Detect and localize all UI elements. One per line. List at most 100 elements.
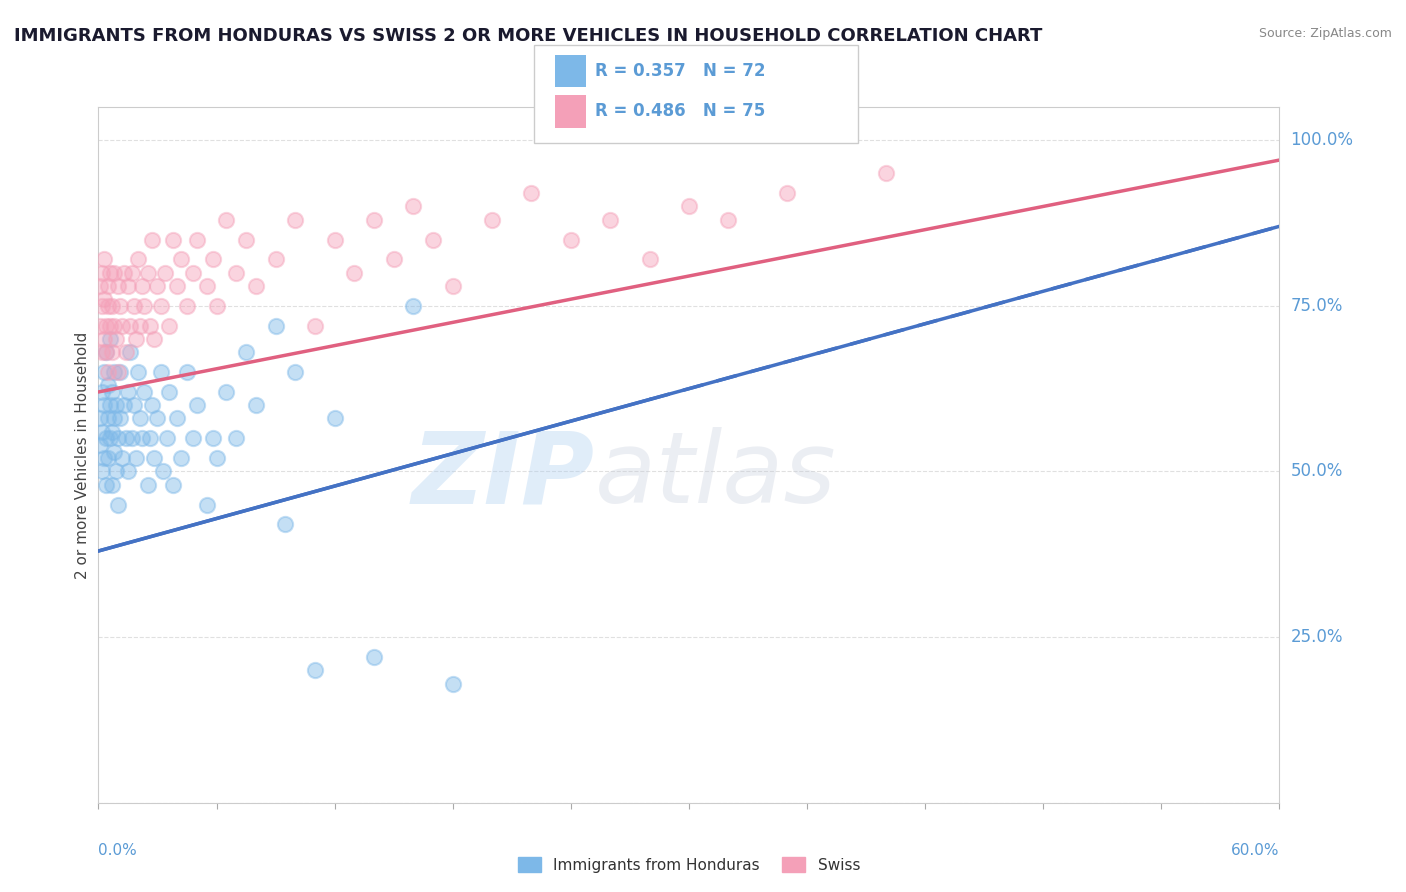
Point (89, 411, 111, 425)
Point (245, 398, 267, 412)
Point (105, 332, 128, 346)
Text: IMMIGRANTS FROM HONDURAS VS SWISS 2 OR MORE VEHICLES IN HOUSEHOLD CORRELATION CH: IMMIGRANTS FROM HONDURAS VS SWISS 2 OR M… (14, 27, 1042, 45)
Point (146, 279, 169, 293)
Point (101, 477, 124, 491)
Point (152, 465, 174, 479)
Point (93, 332, 115, 346)
Point (138, 318, 160, 333)
Point (112, 266, 135, 280)
Point (112, 398, 135, 412)
Point (98, 266, 121, 280)
Point (195, 279, 218, 293)
Point (128, 411, 150, 425)
Point (141, 398, 163, 412)
Point (131, 279, 153, 293)
Point (441, 279, 464, 293)
Point (156, 431, 179, 445)
Point (157, 384, 180, 399)
Point (97, 365, 120, 379)
Point (136, 266, 159, 280)
Point (98, 318, 121, 333)
Point (103, 365, 125, 379)
Point (142, 332, 165, 346)
Text: 75.0%: 75.0% (1291, 297, 1343, 315)
Point (166, 279, 188, 293)
Point (264, 318, 287, 333)
Text: R = 0.357   N = 72: R = 0.357 N = 72 (595, 62, 765, 80)
Point (215, 212, 238, 227)
Point (107, 279, 129, 293)
Point (131, 431, 153, 445)
Text: 60.0%: 60.0% (1232, 843, 1279, 858)
Point (138, 431, 160, 445)
Point (97, 411, 120, 425)
Point (93, 398, 115, 412)
Point (363, 212, 385, 227)
Point (93, 365, 115, 379)
Point (181, 431, 204, 445)
Point (205, 299, 228, 313)
Point (132, 384, 155, 399)
Point (107, 498, 129, 512)
Point (201, 252, 224, 267)
Point (115, 345, 138, 359)
Point (402, 299, 425, 313)
Point (142, 451, 165, 466)
Point (101, 384, 124, 399)
Point (323, 411, 346, 425)
Point (91, 299, 114, 313)
Point (132, 299, 155, 313)
Point (215, 384, 238, 399)
Point (128, 318, 150, 333)
Point (96, 345, 118, 359)
Point (235, 345, 257, 359)
Text: 0.0%: 0.0% (98, 843, 138, 858)
Point (127, 365, 149, 379)
Point (284, 365, 307, 379)
Point (304, 318, 326, 333)
Point (91, 425, 114, 439)
Point (181, 266, 204, 280)
Point (108, 299, 131, 313)
Point (638, 252, 661, 267)
Point (150, 299, 173, 313)
Point (225, 266, 247, 280)
Point (105, 465, 128, 479)
Point (422, 233, 444, 247)
Point (176, 365, 198, 379)
Y-axis label: 2 or more Vehicles in Household: 2 or more Vehicles in Household (75, 331, 90, 579)
Point (150, 365, 173, 379)
Point (343, 266, 366, 280)
Text: 100.0%: 100.0% (1291, 131, 1354, 149)
Point (284, 212, 307, 227)
Point (127, 252, 149, 267)
Point (89, 318, 111, 333)
Point (108, 365, 131, 379)
Legend: Immigrants from Honduras, Swiss: Immigrants from Honduras, Swiss (512, 850, 866, 879)
Point (717, 212, 740, 227)
Point (96, 477, 118, 491)
Point (155, 266, 177, 280)
Text: atlas: atlas (595, 427, 837, 524)
Point (97, 451, 120, 466)
Text: R = 0.486   N = 75: R = 0.486 N = 75 (595, 103, 765, 120)
Point (122, 299, 145, 313)
Point (170, 451, 193, 466)
Point (117, 279, 139, 293)
Point (98, 431, 121, 445)
Point (111, 451, 134, 466)
Point (125, 332, 148, 346)
Point (363, 650, 385, 665)
Point (103, 318, 125, 333)
Point (115, 431, 138, 445)
Point (166, 411, 188, 425)
Point (520, 186, 543, 201)
Point (776, 186, 799, 201)
Point (264, 252, 287, 267)
Point (141, 233, 163, 247)
Point (186, 398, 208, 412)
Point (96, 318, 118, 333)
Point (103, 266, 125, 280)
Point (441, 676, 464, 690)
Point (93, 451, 115, 466)
